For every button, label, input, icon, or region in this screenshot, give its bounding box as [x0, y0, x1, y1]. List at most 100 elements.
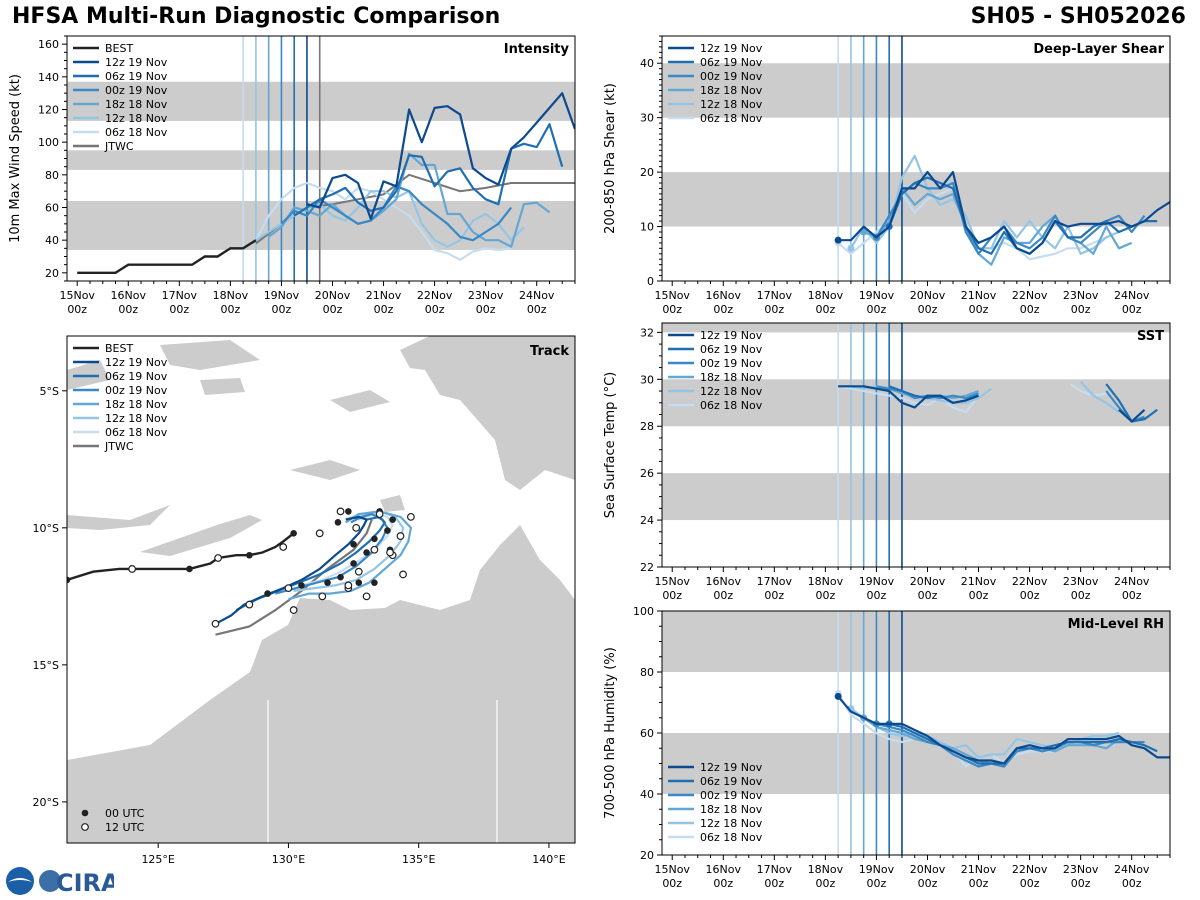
intensity-ytick-label-0: 20: [45, 267, 59, 280]
rh-legend-label-4: 12z 18 Nov: [700, 817, 763, 830]
track-legend-label-3: 00z 19 Nov: [105, 384, 168, 397]
rh-band-1: [662, 611, 1170, 672]
track-legend-label-7: JTWC: [104, 440, 134, 453]
track-dot-12utc-13: [406, 512, 415, 521]
track-dot-12utc-2: [279, 543, 288, 551]
sst-plot: [662, 323, 1170, 567]
shear-xtick-day-9: 24Nov: [1114, 289, 1150, 302]
intensity-plot: [67, 36, 575, 281]
sst-series-4-seg-0: [850, 385, 992, 404]
intensity-legend-label-4: 18z 18 Nov: [105, 98, 168, 111]
shear-series-4-start-marker: [847, 244, 855, 252]
track-dot-00utc-8: [350, 560, 357, 567]
sst-ylabel: Sea Surface Temp (°C): [603, 372, 618, 519]
sst-series-4-seg-1: [1079, 380, 1120, 414]
rh-xtick-day-3: 18Nov: [808, 863, 844, 876]
shear-xtick-hour-9: 00z: [1122, 303, 1142, 316]
intensity-ytick-label-4: 100: [38, 136, 59, 149]
rh-xtick-hour-4: 00z: [867, 877, 887, 890]
rh-ytick-label-1: 40: [640, 788, 654, 801]
rh-legend-label-1: 06z 19 Nov: [700, 775, 763, 788]
sst-legend-label-4: 12z 18 Nov: [700, 385, 763, 398]
shear-series-3-seg-0: [863, 187, 1133, 266]
intensity-xtick-day-6: 21Nov: [366, 289, 402, 302]
track-dot-12utc-18: [386, 548, 394, 557]
track-dot-12utc-21: [344, 581, 353, 590]
track-xtick-label-0: 125°E: [141, 853, 174, 866]
intensity-legend-label-3: 00z 19 Nov: [105, 84, 168, 97]
sst-xtick-day-1: 16Nov: [706, 575, 742, 588]
shear-xtick-hour-1: 00z: [713, 303, 733, 316]
track-jtwc-line: [215, 519, 373, 636]
intensity-series-0-seg-0: [306, 92, 575, 220]
intensity-best-line: [77, 239, 257, 274]
rh-xtick-day-0: 15Nov: [654, 863, 690, 876]
rh-series-0-start-marker: [834, 692, 842, 700]
track-marker-legend-dot-0: [81, 809, 89, 817]
sst-ytick-label-4: 30: [640, 373, 654, 386]
sst-band-2: [662, 323, 1170, 333]
sst-series-5-seg-0: [837, 385, 980, 414]
shear-xtick-day-4: 19Nov: [859, 289, 895, 302]
track-xtick-label-2: 135°E: [402, 853, 435, 866]
logo-text: CIRA: [56, 869, 114, 897]
shear-plot: [662, 36, 1170, 281]
track-dot-12utc-12: [396, 532, 405, 540]
track-legend-label-4: 18z 18 Nov: [105, 398, 168, 411]
intensity-legend-label-2: 06z 19 Nov: [105, 70, 168, 83]
australia-landmass: [67, 525, 575, 843]
track-dot-12utc-10: [370, 545, 379, 554]
rh-xtick-hour-9: 00z: [1122, 877, 1142, 890]
rh-ytick-label-2: 60: [640, 727, 654, 740]
track-frame: [66, 335, 576, 844]
intensity-legend-label-7: JTWC: [104, 140, 134, 153]
track-plot: [67, 336, 575, 843]
shear-series-2-seg-0: [875, 181, 1146, 255]
shear-ytick-label-4: 40: [640, 57, 654, 70]
intensity-legend-label-5: 12z 18 Nov: [105, 112, 168, 125]
track-dot-00utc-3: [290, 530, 297, 537]
sst-legend-label-3: 18z 18 Nov: [700, 371, 763, 384]
rh-title: Mid-Level RH: [1068, 617, 1164, 632]
intensity-xtick-hour-5: 00z: [323, 303, 343, 316]
track-dot-00utc-4: [264, 590, 271, 597]
intensity-xtick-day-4: 19Nov: [264, 289, 300, 302]
track-dot-00utc-9: [363, 549, 370, 556]
intensity-xtick-day-2: 17Nov: [162, 289, 198, 302]
shear-xtick-day-0: 15Nov: [654, 289, 690, 302]
track-dot-12utc-17: [352, 523, 361, 532]
intensity-xtick-hour-3: 00z: [220, 303, 240, 316]
intensity-band-2: [67, 81, 575, 121]
sst-xtick-hour-4: 00z: [867, 589, 887, 602]
sst-xtick-day-2: 17Nov: [757, 575, 793, 588]
track-dot-00utc-2: [246, 551, 253, 559]
track-dot-12utc-4: [245, 600, 254, 609]
sst-legend-label-5: 06z 18 Nov: [700, 399, 763, 412]
rh-xtick-day-1: 16Nov: [706, 863, 742, 876]
sst-xtick-day-8: 23Nov: [1063, 575, 1099, 588]
track-ytick-label-0: 5°S: [40, 385, 59, 398]
sst-ytick-label-2: 26: [640, 467, 654, 480]
track-dot-00utc-19: [355, 579, 363, 586]
rh-xtick-hour-2: 00z: [764, 877, 784, 890]
rh-ylabel: 700-500 hPa Humidity (%): [603, 647, 618, 819]
track-dot-00utc-11: [384, 527, 391, 534]
cira-logo: CIRA: [6, 867, 114, 897]
sst-xtick-day-7: 22Nov: [1012, 575, 1048, 588]
page-title: HFSA Multi-Run Diagnostic Comparison: [12, 4, 501, 29]
intensity-xtick-hour-8: 00z: [476, 303, 496, 316]
intensity-xtick-hour-7: 00z: [425, 303, 445, 316]
rh-xtick-day-9: 24Nov: [1114, 863, 1150, 876]
intensity-band-0: [67, 200, 575, 250]
timor-island: [140, 515, 262, 556]
intensity-legend-label-6: 06z 18 Nov: [105, 126, 168, 139]
shear-xtick-day-7: 22Nov: [1012, 289, 1048, 302]
shear-ylabel: 200-850 hPa Shear (kt): [603, 83, 618, 234]
track-ytick-label-2: 15°S: [33, 659, 59, 672]
track-xtick-label-1: 130°E: [272, 853, 305, 866]
rh-xtick-hour-3: 00z: [815, 877, 835, 890]
shear-xtick-hour-2: 00z: [764, 303, 784, 316]
track-marker-legend-label-1: 12 UTC: [105, 821, 145, 834]
